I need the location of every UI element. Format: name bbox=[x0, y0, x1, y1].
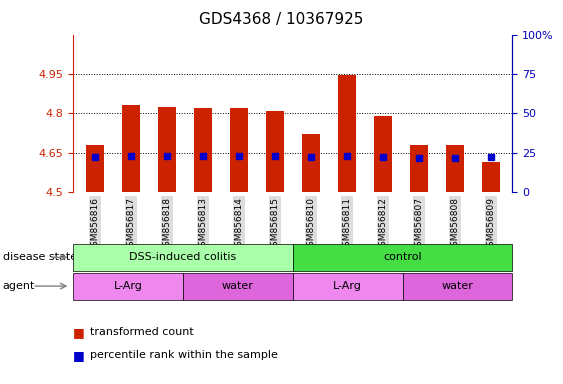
Bar bbox=[194, 108, 212, 192]
Bar bbox=[302, 134, 320, 192]
Bar bbox=[482, 162, 500, 192]
Text: L-Arg: L-Arg bbox=[333, 281, 362, 291]
Bar bbox=[122, 105, 140, 192]
Bar bbox=[86, 145, 104, 192]
Text: control: control bbox=[383, 252, 422, 262]
Text: ■: ■ bbox=[73, 326, 85, 339]
Bar bbox=[410, 145, 428, 192]
Bar bbox=[338, 75, 356, 192]
Text: transformed count: transformed count bbox=[90, 327, 194, 337]
Text: DSS-induced colitis: DSS-induced colitis bbox=[129, 252, 236, 262]
Text: percentile rank within the sample: percentile rank within the sample bbox=[90, 350, 278, 360]
Text: agent: agent bbox=[3, 281, 35, 291]
Bar bbox=[446, 145, 464, 192]
Bar bbox=[158, 107, 176, 192]
Bar bbox=[230, 108, 248, 192]
Text: disease state: disease state bbox=[3, 252, 77, 262]
Bar bbox=[374, 116, 392, 192]
Text: water: water bbox=[441, 281, 473, 291]
Text: ■: ■ bbox=[73, 349, 85, 362]
Text: GDS4368 / 10367925: GDS4368 / 10367925 bbox=[199, 12, 364, 26]
Text: L-Arg: L-Arg bbox=[114, 281, 142, 291]
Bar bbox=[266, 111, 284, 192]
Text: water: water bbox=[222, 281, 254, 291]
